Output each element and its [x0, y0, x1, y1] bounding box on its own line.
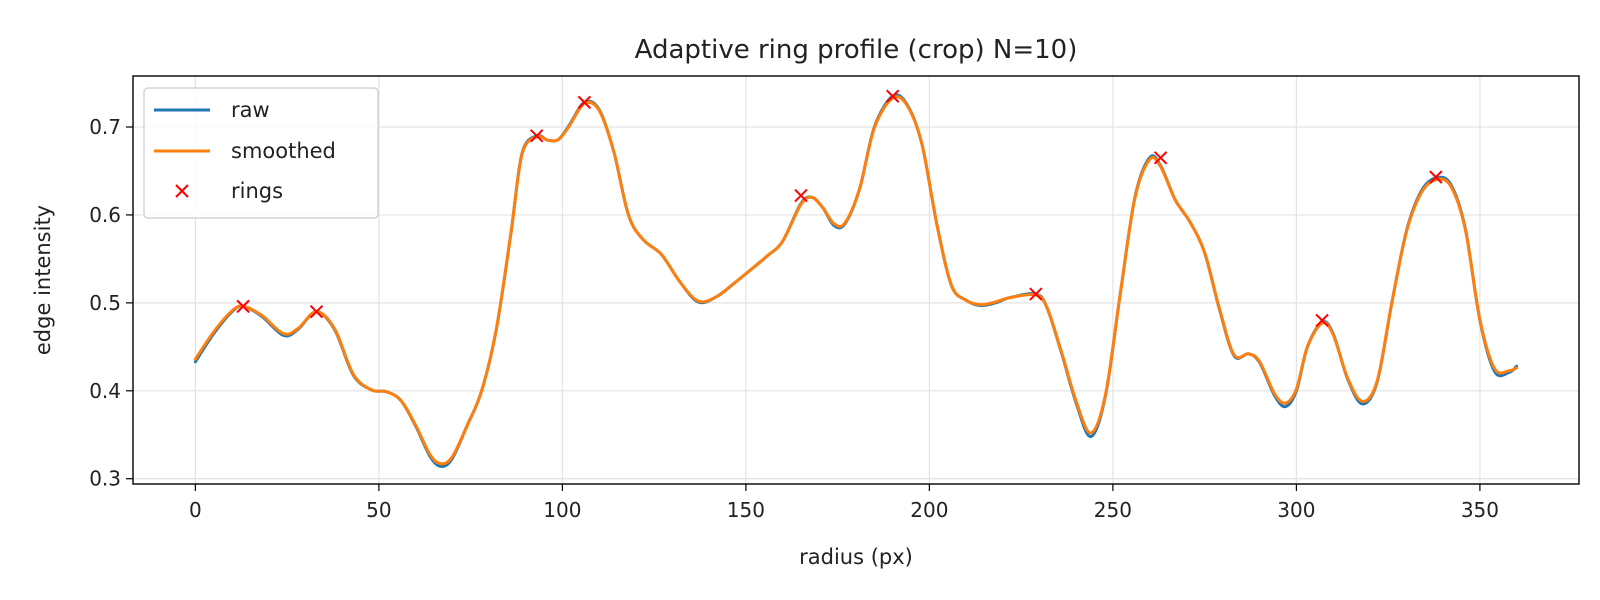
- series-line-smoothed: [193, 95, 1519, 466]
- ring-markers: [236, 89, 1443, 328]
- x-tick-label: 150: [727, 498, 765, 522]
- plot-frame: [132, 75, 1580, 485]
- series-line-raw: [193, 93, 1519, 468]
- y-axis-ticks: 0.3 0.4 0.5 0.6 0.7: [89, 115, 133, 491]
- x-tick-label: 300: [1277, 498, 1315, 522]
- ring-marker: [794, 188, 808, 203]
- legend-label-rings: rings: [231, 179, 283, 203]
- ring-marker: [1315, 313, 1329, 328]
- y-tick-label: 0.4: [89, 379, 121, 403]
- x-tick-label: 50: [366, 498, 391, 522]
- y-axis-label: edge intensity: [31, 205, 55, 355]
- y-tick-label: 0.3: [89, 467, 121, 491]
- legend-label-smoothed: smoothed: [231, 139, 336, 163]
- x-tick-label: 350: [1461, 498, 1499, 522]
- x-axis-ticks: 0 50 100 150 200 250 300 350: [189, 484, 1499, 522]
- y-tick-label: 0.7: [89, 115, 121, 139]
- ring-marker: [1029, 287, 1043, 301]
- y-tick-label: 0.5: [89, 291, 121, 315]
- y-tick-label: 0.6: [89, 203, 121, 227]
- x-tick-label: 100: [543, 498, 581, 522]
- legend-box: [143, 87, 379, 219]
- legend-label-raw: raw: [231, 98, 270, 122]
- chart-title: Adaptive ring profile (crop) N=10): [635, 35, 1078, 65]
- x-tick-label: 250: [1094, 498, 1132, 522]
- ring-marker: [529, 129, 544, 143]
- legend: raw smoothed rings: [143, 87, 379, 219]
- legend-swatch-rings: [175, 184, 189, 198]
- x-axis-label: radius (px): [799, 545, 913, 569]
- x-tick-label: 0: [189, 498, 202, 522]
- ring-marker: [885, 89, 900, 103]
- ring-marker: [1153, 151, 1168, 165]
- ring-marker: [236, 299, 250, 314]
- ring-marker: [1429, 170, 1443, 184]
- ring-marker: [309, 304, 324, 319]
- plot-series: [193, 93, 1519, 468]
- ring-marker: [577, 95, 592, 110]
- x-tick-label: 200: [910, 498, 948, 522]
